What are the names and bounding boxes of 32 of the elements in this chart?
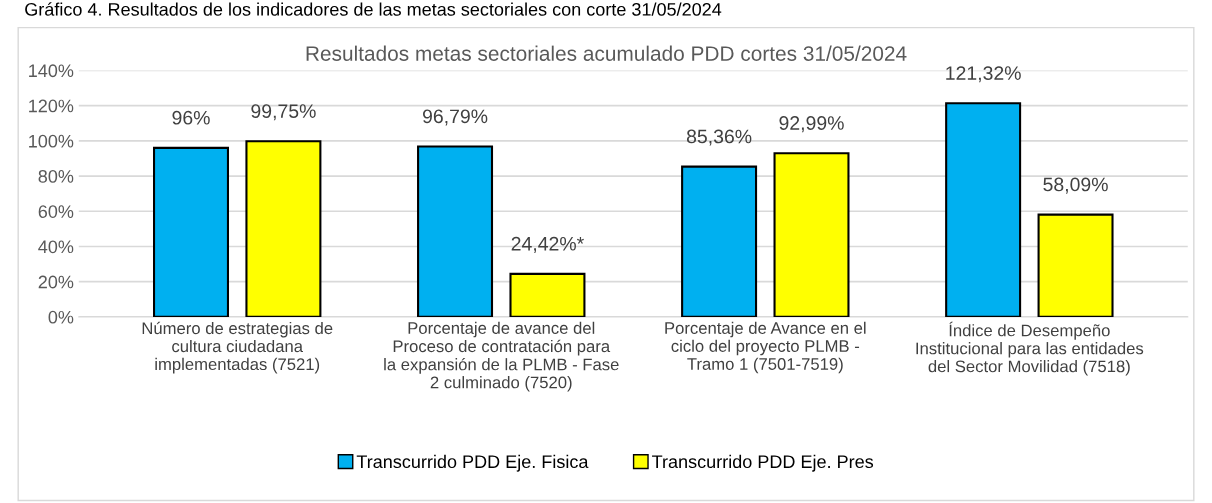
data-label: 96,79% [422, 109, 488, 126]
bar [417, 145, 494, 317]
data-label: 96% [172, 110, 210, 125]
legend-label: Transcurrido PDD Eje. Pres [652, 454, 874, 472]
y-tick-label: 120% [29, 99, 74, 113]
text: Gráfico 4. Resultados de los indicadores de las metas sectoriales con corte 31/05/2024 [25, 2, 722, 16]
data-label: 99,75% [251, 104, 316, 121]
y-tick-label: 40% [38, 240, 74, 254]
x-tick-label: Número de estrategias de cultura ciudadana implementadas (7521) [142, 321, 333, 374]
legend-label: Transcurrido PDD Eje. Fisica [356, 454, 589, 472]
bar [945, 102, 1022, 317]
data-label: 121,32% [946, 66, 1021, 83]
x-tick-label: Índice de Desempeño Institucional para las entidades del Sector Movilidad (7518) [916, 321, 1144, 376]
bar [773, 152, 850, 317]
y-tick-label: 80% [38, 169, 74, 183]
data-label: 58,09% [1043, 177, 1108, 194]
bar [152, 146, 229, 317]
bar [1037, 213, 1114, 317]
x-tick-label: Porcentaje de avance del Proceso de contratación para la expansión de la PLMB - Fase 2 culminado (7520) [384, 321, 619, 392]
bar [681, 165, 758, 317]
y-tick-label: 20% [38, 275, 74, 289]
y-tick-label: 100% [29, 134, 74, 148]
chart-title: Resultados metas sectoriales acumulado PDD cortes 31/05/2024 [306, 45, 907, 61]
y-tick-label: 0% [48, 310, 74, 324]
bar [509, 272, 586, 317]
data-label: 24,42%* [511, 236, 584, 253]
bar [245, 140, 322, 317]
y-tick-label: 60% [38, 205, 74, 218]
y-tick-label: 140% [29, 64, 74, 78]
data-label: 85,36% [686, 129, 752, 146]
data-label: 92,99% [779, 116, 844, 133]
x-tick-label: Porcentaje de Avance en el ciclo del proyecto PLMB - Tramo 1 (7501-7519) [665, 321, 866, 374]
